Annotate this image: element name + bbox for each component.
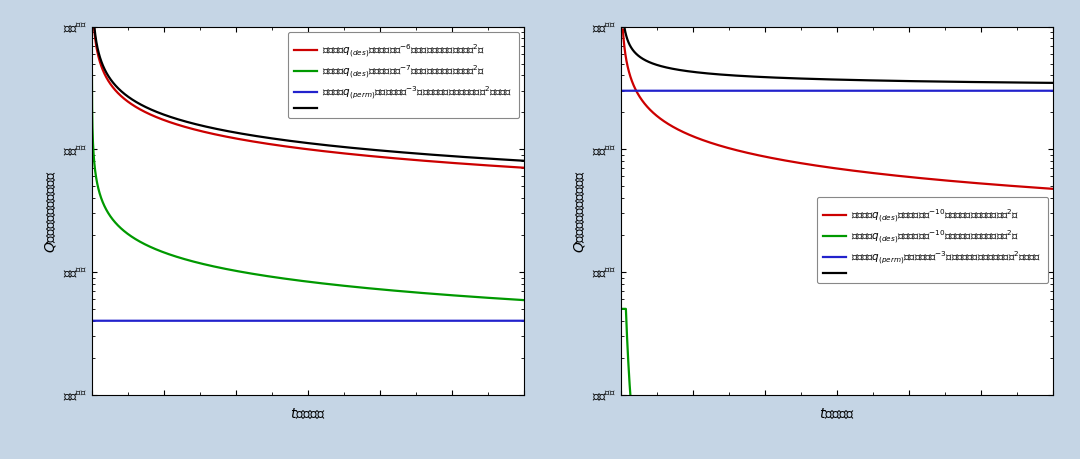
Y-axis label: $Q$ [hPa·l/s]: $Q$ [hPa·l/s]: [571, 170, 586, 252]
X-axis label: $t$ [h]: $t$ [h]: [291, 405, 325, 420]
Legend: 不锈钢 $q_{(des)}$= 2·10$^{-10}$ hPa·l/(s·cm$^{2}$), FKM $q_{(des)}$= 4·10$^{-10}$ : 不锈钢 $q_{(des)}$= 2·10$^{-10}$ hPa·l/(s·c…: [816, 198, 1048, 283]
Y-axis label: $Q$ [hPa·l/s]: $Q$ [hPa·l/s]: [42, 170, 57, 252]
Legend: 不锈钢 $q_{(des)}$= 2·10$^{-6}$ hPa·l/(s·cm$^{2}$), FKM $q_{(des)}$= 6·10$^{-7}$ hP: 不锈钢 $q_{(des)}$= 2·10$^{-6}$ hPa·l/(s·cm…: [287, 33, 518, 118]
X-axis label: $t$ [h]: $t$ [h]: [820, 405, 854, 420]
